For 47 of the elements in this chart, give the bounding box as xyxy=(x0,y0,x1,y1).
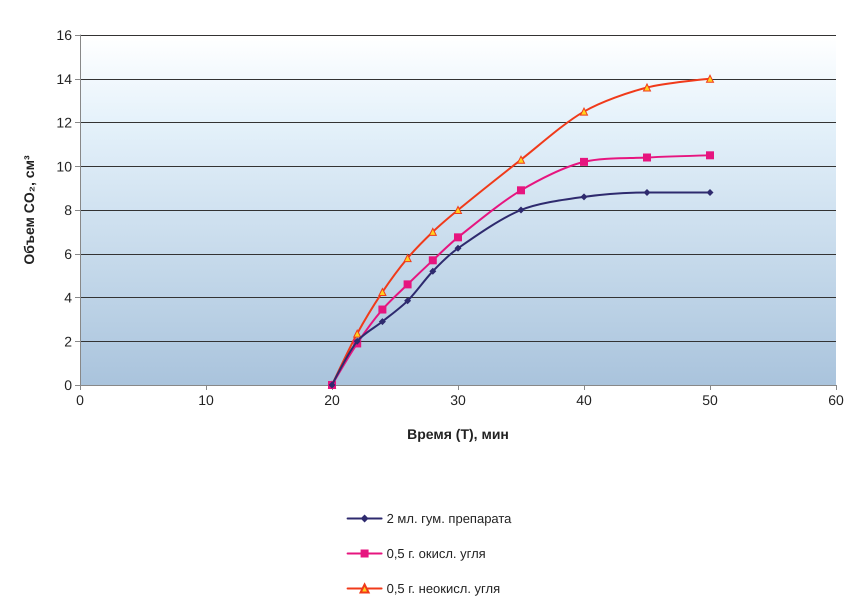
point xyxy=(454,233,462,242)
point xyxy=(517,186,525,194)
y-tick-label: 4 xyxy=(64,290,72,306)
point xyxy=(429,268,436,275)
y-tick-label: 16 xyxy=(56,27,72,43)
x-tick-label: 50 xyxy=(702,392,718,408)
point xyxy=(518,206,524,214)
point xyxy=(378,306,386,314)
y-axis-title: Объем CO₂, см³ xyxy=(21,155,37,265)
y-tick-label: 10 xyxy=(56,158,72,174)
point xyxy=(580,108,588,116)
y-tick-label: 12 xyxy=(56,114,72,130)
point xyxy=(428,256,437,264)
legend-label: 0,5 г. окисл. угля xyxy=(386,546,486,561)
point xyxy=(643,154,651,162)
point xyxy=(644,189,650,196)
point xyxy=(706,151,714,160)
point xyxy=(706,189,714,196)
y-tick-label: 14 xyxy=(56,70,72,87)
point xyxy=(353,330,362,338)
point xyxy=(517,156,525,164)
y-tick-label: 2 xyxy=(64,333,72,350)
x-tick-label: 30 xyxy=(450,392,466,408)
point xyxy=(580,193,588,200)
point xyxy=(428,228,437,236)
y-tick-label: 0 xyxy=(64,377,72,393)
x-tick-label: 40 xyxy=(576,392,592,408)
legend-label: 0,5 г. неокисл. угля xyxy=(386,581,500,596)
point xyxy=(378,288,386,296)
point xyxy=(404,280,412,288)
y-tick-label: 8 xyxy=(64,202,72,218)
point xyxy=(706,74,714,83)
x-tick-label: 10 xyxy=(198,392,214,408)
point xyxy=(454,206,462,214)
x-tick-label: 60 xyxy=(828,392,844,408)
point xyxy=(378,318,386,326)
x-tick-label: 0 xyxy=(76,392,84,408)
point xyxy=(454,244,462,252)
point xyxy=(580,158,588,166)
point xyxy=(404,297,412,304)
point xyxy=(354,338,361,345)
point xyxy=(404,254,412,262)
x-tick-label: 20 xyxy=(324,392,340,408)
legend-label: 2 мл. гум. препарата xyxy=(386,511,512,526)
y-tick-label: 6 xyxy=(64,246,72,262)
point xyxy=(643,84,651,92)
x-axis-title: Время (T), мин xyxy=(407,426,509,442)
